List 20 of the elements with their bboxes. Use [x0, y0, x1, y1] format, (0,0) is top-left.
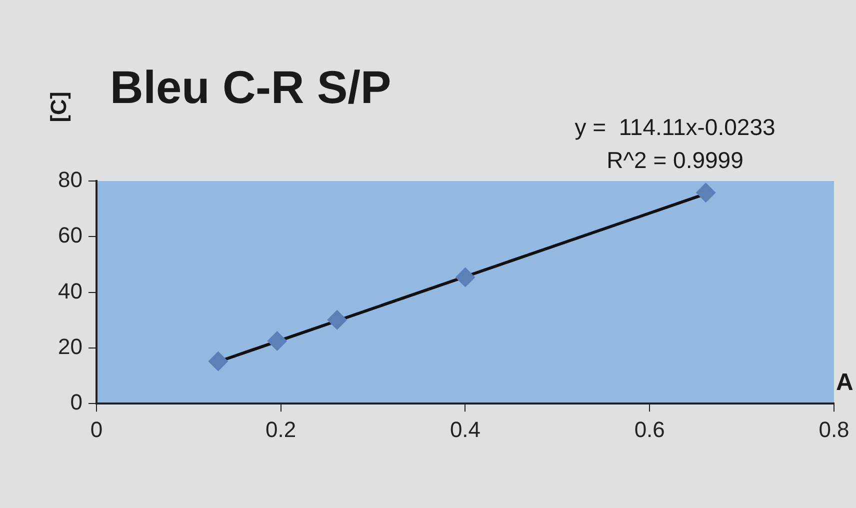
chart-title: Bleu C-R S/P	[110, 61, 392, 113]
y-axis-title: [C]	[46, 92, 72, 122]
x-tick-label: 0	[90, 416, 103, 442]
y-tick-label: 20	[58, 334, 82, 360]
x-tick-label: 0.6	[634, 416, 665, 442]
y-tick-label: 40	[58, 278, 82, 304]
text: y = 114.11x-0.0233	[574, 114, 776, 140]
y-tick-label: 80	[58, 167, 82, 192]
point	[267, 330, 288, 351]
point	[208, 351, 228, 372]
text: R^2 = 0.9999	[606, 147, 744, 173]
x-tick-label: 0.2	[266, 416, 296, 442]
x-tick-label: 0.8	[818, 416, 850, 442]
y-tick-label: 0	[70, 390, 82, 415]
point	[327, 310, 348, 330]
point	[696, 182, 716, 203]
point	[455, 267, 476, 288]
x-axis-title: A	[836, 369, 854, 396]
x-tick-label: 0.4	[450, 416, 481, 442]
y-tick-label: 60	[58, 222, 82, 248]
